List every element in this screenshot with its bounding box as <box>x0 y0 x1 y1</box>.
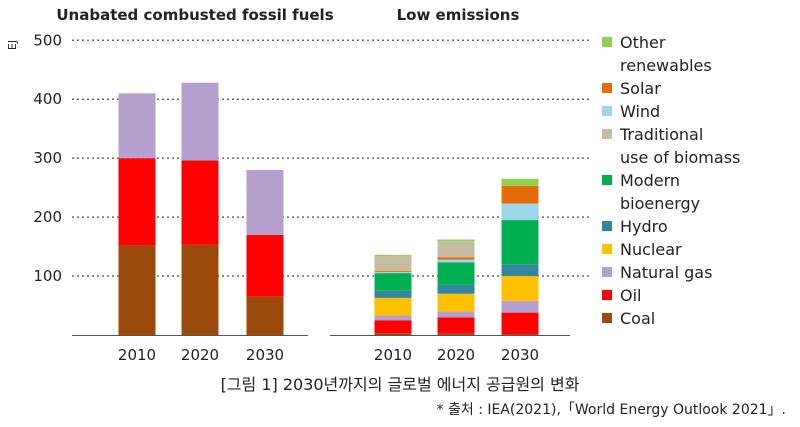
bar-segment-modern-bioenergy <box>437 262 475 285</box>
legend-label: Nuclear <box>620 240 682 259</box>
bar-segment-solar <box>374 270 412 272</box>
legend-swatch <box>602 221 612 231</box>
bar-segment-coal <box>501 334 539 335</box>
bar-segment-wind <box>437 259 475 263</box>
legend-swatch <box>602 129 612 139</box>
bar-segment-natural-gas <box>501 300 539 313</box>
legend-swatch <box>602 290 612 300</box>
bar-segment-other-renewables <box>374 254 412 257</box>
x-tick-label: 2030 <box>246 346 284 364</box>
legend-swatch <box>602 175 612 185</box>
bar-segment-hydro <box>501 264 539 277</box>
legend-label: bioenergy <box>620 194 700 213</box>
bar-segment-oil <box>181 160 219 245</box>
bar-segment-nuclear <box>437 293 475 312</box>
bar-segment-coal <box>437 333 475 335</box>
legend-label: Coal <box>620 309 655 328</box>
y-tick-label: 300 <box>33 149 62 167</box>
bar-segment-coal <box>181 244 219 335</box>
y-tick-label: 400 <box>33 90 62 108</box>
legend-label: Modern <box>620 171 680 190</box>
x-tick-label: 2020 <box>181 346 219 364</box>
bar-segment-oil <box>246 234 284 297</box>
bar-segment-wind <box>501 203 539 221</box>
bar-segment-hydro <box>374 290 412 298</box>
legend-label: Wind <box>620 102 660 121</box>
bar-segment-traditional-use-of-biomass <box>437 241 475 258</box>
legend-label: use of biomass <box>620 148 740 167</box>
bar-segment-natural-gas <box>118 93 156 159</box>
bar-segment-modern-bioenergy <box>374 273 412 291</box>
legend-label: renewables <box>620 56 712 75</box>
bar-segment-nuclear <box>501 276 539 301</box>
x-tick-label: 2030 <box>501 346 539 364</box>
legend-label: Other <box>620 33 666 52</box>
y-tick-label: 200 <box>33 208 62 226</box>
legend-label: Natural gas <box>620 263 712 282</box>
energy-supply-chart: EJ 100 200 300 400 500 Unabated combusted foss… <box>6 6 740 364</box>
source-note: * 출처 : IEA(2021),「World Energy Outlook 2… <box>436 402 786 418</box>
x-tick-label: 2020 <box>437 346 475 364</box>
bar-segment-natural-gas <box>374 315 412 321</box>
bar-segment-other-renewables <box>501 178 539 186</box>
bar-segment-coal <box>118 245 156 335</box>
panel-title: Unabated combusted fossil fuels <box>56 6 333 24</box>
bar-segment-oil <box>437 317 475 334</box>
y-tick-label: 100 <box>33 267 62 285</box>
bar-segment-natural-gas <box>437 311 475 318</box>
bar-segment-oil <box>374 320 412 334</box>
y-axis-label: EJ <box>6 40 19 50</box>
bar-segment-solar <box>501 185 539 204</box>
x-tick-label: 2010 <box>118 346 156 364</box>
y-tick-label: 500 <box>33 31 62 49</box>
panel-title: Low emissions <box>397 6 520 24</box>
legend-swatch <box>602 37 612 47</box>
legend-label: Traditional <box>619 125 703 144</box>
bar-segment-coal <box>374 333 412 335</box>
legend-label: Hydro <box>620 217 668 236</box>
bar-segment-modern-bioenergy <box>501 220 539 265</box>
bar-segment-traditional-use-of-biomass <box>374 256 412 271</box>
bar-segment-oil <box>118 158 156 246</box>
bar-segment-other-renewables <box>437 239 475 242</box>
bar-segment-coal <box>246 296 284 335</box>
legend-swatch <box>602 244 612 254</box>
legend-label: Solar <box>620 79 661 98</box>
bar-segment-wind <box>374 271 412 274</box>
bar-segment-natural-gas <box>246 169 284 235</box>
bar-segment-nuclear <box>374 297 412 316</box>
bar-segment-oil <box>501 312 539 335</box>
bar-segment-solar <box>437 257 475 260</box>
legend-swatch <box>602 83 612 93</box>
legend-swatch <box>602 313 612 323</box>
legend-swatch <box>602 106 612 116</box>
bar-segment-hydro <box>437 284 475 294</box>
x-tick-label: 2010 <box>374 346 412 364</box>
bar-segment-natural-gas <box>181 82 219 161</box>
figure-caption: [그림 1] 2030년까지의 글로벌 에너지 공급원의 변화 <box>220 375 580 394</box>
legend-label: Oil <box>620 286 641 305</box>
legend-swatch <box>602 267 612 277</box>
